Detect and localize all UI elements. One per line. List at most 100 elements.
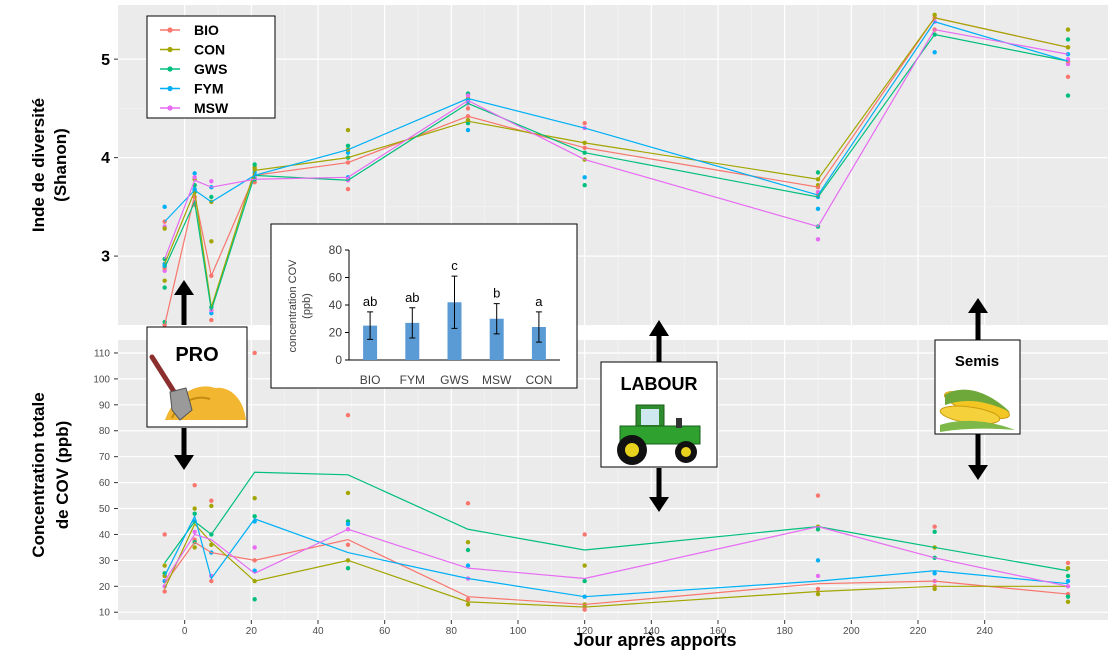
cov-point bbox=[1065, 599, 1071, 605]
diversity-ytick-label: 4 bbox=[101, 150, 110, 167]
x-ticks: 0 20 40 60 80 100 120 140 160 180 200 220 240 bbox=[182, 620, 993, 637]
cov-ytick-label: 110 bbox=[94, 348, 110, 359]
inset-ylabel-line1: concentration COV bbox=[287, 259, 299, 353]
inset-bar-bio bbox=[363, 325, 378, 360]
inset-category-bio: BIO bbox=[360, 373, 381, 387]
cov-point bbox=[345, 565, 351, 571]
cov-point bbox=[1065, 573, 1071, 579]
diversity-line-gws bbox=[164, 33, 1069, 311]
inset-bar-con bbox=[531, 327, 546, 360]
diversity-point bbox=[192, 171, 197, 176]
cov-ytick-label: 90 bbox=[99, 400, 111, 411]
xtick-label: 200 bbox=[843, 626, 860, 637]
cov-point bbox=[582, 563, 587, 568]
diversity-point bbox=[582, 120, 587, 126]
cov-ytick-label: 30 bbox=[99, 556, 111, 567]
cov-ylabel-line1: Concentration totale bbox=[29, 392, 48, 557]
inset-letter-fym: ab bbox=[405, 290, 419, 305]
cov-ytick-label: 60 bbox=[99, 478, 111, 489]
diversity-point bbox=[932, 50, 937, 55]
cov-line-fym bbox=[164, 514, 1069, 598]
cov-point bbox=[345, 542, 351, 548]
xtick-label: 100 bbox=[510, 626, 527, 637]
cov-point bbox=[1065, 560, 1071, 566]
cov-point bbox=[162, 563, 167, 568]
cov-point bbox=[252, 597, 257, 602]
semis-arrows bbox=[968, 298, 988, 480]
diversity-point bbox=[162, 226, 167, 231]
xtick-label: 240 bbox=[976, 626, 993, 637]
xtick-label: 60 bbox=[379, 626, 391, 637]
cov-y-ticks: 10 20 30 40 50 60 70 80 90 100 110 bbox=[93, 348, 118, 619]
cov-point bbox=[582, 532, 587, 537]
diversity-point bbox=[252, 162, 257, 167]
inset-ytick-label: 60 bbox=[329, 271, 343, 285]
inset-category-gws: GWS bbox=[440, 373, 469, 387]
cov-point bbox=[209, 578, 214, 584]
diversity-point bbox=[1065, 37, 1071, 42]
cov-point bbox=[932, 529, 937, 535]
inset-letter-msw: b bbox=[493, 286, 500, 301]
cov-line-msw bbox=[164, 526, 1069, 587]
diversity-ytick-label: 3 bbox=[101, 249, 110, 266]
diversity-point bbox=[1065, 74, 1071, 80]
cov-point bbox=[162, 589, 167, 594]
inset-letter-gws: c bbox=[451, 258, 458, 273]
shovel-compost-icon bbox=[149, 354, 246, 421]
legend-label-fym: FYM bbox=[194, 81, 224, 97]
diversity-point bbox=[815, 170, 821, 175]
diversity-point bbox=[582, 175, 587, 180]
diversity-point bbox=[192, 175, 197, 180]
tractor-icon bbox=[617, 404, 701, 465]
cov-line-con bbox=[164, 523, 1068, 608]
corn-icon bbox=[939, 389, 1015, 432]
xtick-label: 20 bbox=[246, 626, 258, 637]
inset-letter-con: a bbox=[535, 294, 543, 309]
cov-marks bbox=[162, 350, 1071, 612]
diversity-point bbox=[345, 127, 351, 133]
diversity-line-fym bbox=[164, 21, 1069, 223]
cov-point bbox=[582, 607, 587, 612]
pro-arrows bbox=[174, 280, 194, 470]
cov-point bbox=[192, 529, 197, 535]
labour-label: LABOUR bbox=[621, 374, 698, 394]
inset-ytick-label: 0 bbox=[335, 353, 342, 367]
inset-category-msw: MSW bbox=[482, 373, 512, 387]
diversity-point bbox=[209, 239, 214, 244]
cov-point bbox=[815, 586, 821, 592]
cov-point bbox=[192, 511, 197, 516]
cov-point bbox=[465, 597, 471, 602]
cov-point bbox=[815, 591, 821, 597]
legend-dot-msw bbox=[167, 105, 173, 111]
cov-ytick-label: 40 bbox=[99, 530, 111, 541]
cov-ytick-label: 50 bbox=[99, 504, 111, 515]
inset-category-fym: FYM bbox=[400, 373, 425, 387]
cov-point bbox=[465, 563, 471, 568]
cov-line-gws bbox=[164, 471, 1069, 572]
cov-point bbox=[192, 482, 197, 488]
cov-point bbox=[209, 503, 214, 509]
legend: BIO CON GWS FYM MSW bbox=[146, 15, 276, 119]
pro-label: PRO bbox=[175, 344, 218, 366]
cov-point bbox=[932, 524, 937, 529]
cov-point bbox=[465, 540, 471, 545]
inset-background bbox=[270, 223, 578, 389]
diversity-point bbox=[1065, 93, 1071, 98]
semis-annotation: Semis bbox=[934, 339, 1021, 435]
cov-point bbox=[252, 545, 257, 550]
cov-point bbox=[1065, 578, 1071, 584]
inset-bar-fym bbox=[405, 322, 420, 360]
cov-point bbox=[252, 495, 257, 501]
diversity-point bbox=[932, 12, 937, 18]
xtick-label: 80 bbox=[446, 626, 458, 637]
diversity-point bbox=[162, 285, 167, 290]
legend-label-con: CON bbox=[194, 42, 225, 58]
cov-ytick-label: 20 bbox=[99, 582, 111, 593]
labour-arrows bbox=[649, 320, 669, 512]
cov-point bbox=[192, 545, 197, 550]
diversity-point bbox=[1065, 27, 1071, 32]
xtick-label: 160 bbox=[710, 626, 727, 637]
cov-point bbox=[932, 586, 937, 592]
cov-point bbox=[252, 514, 257, 519]
